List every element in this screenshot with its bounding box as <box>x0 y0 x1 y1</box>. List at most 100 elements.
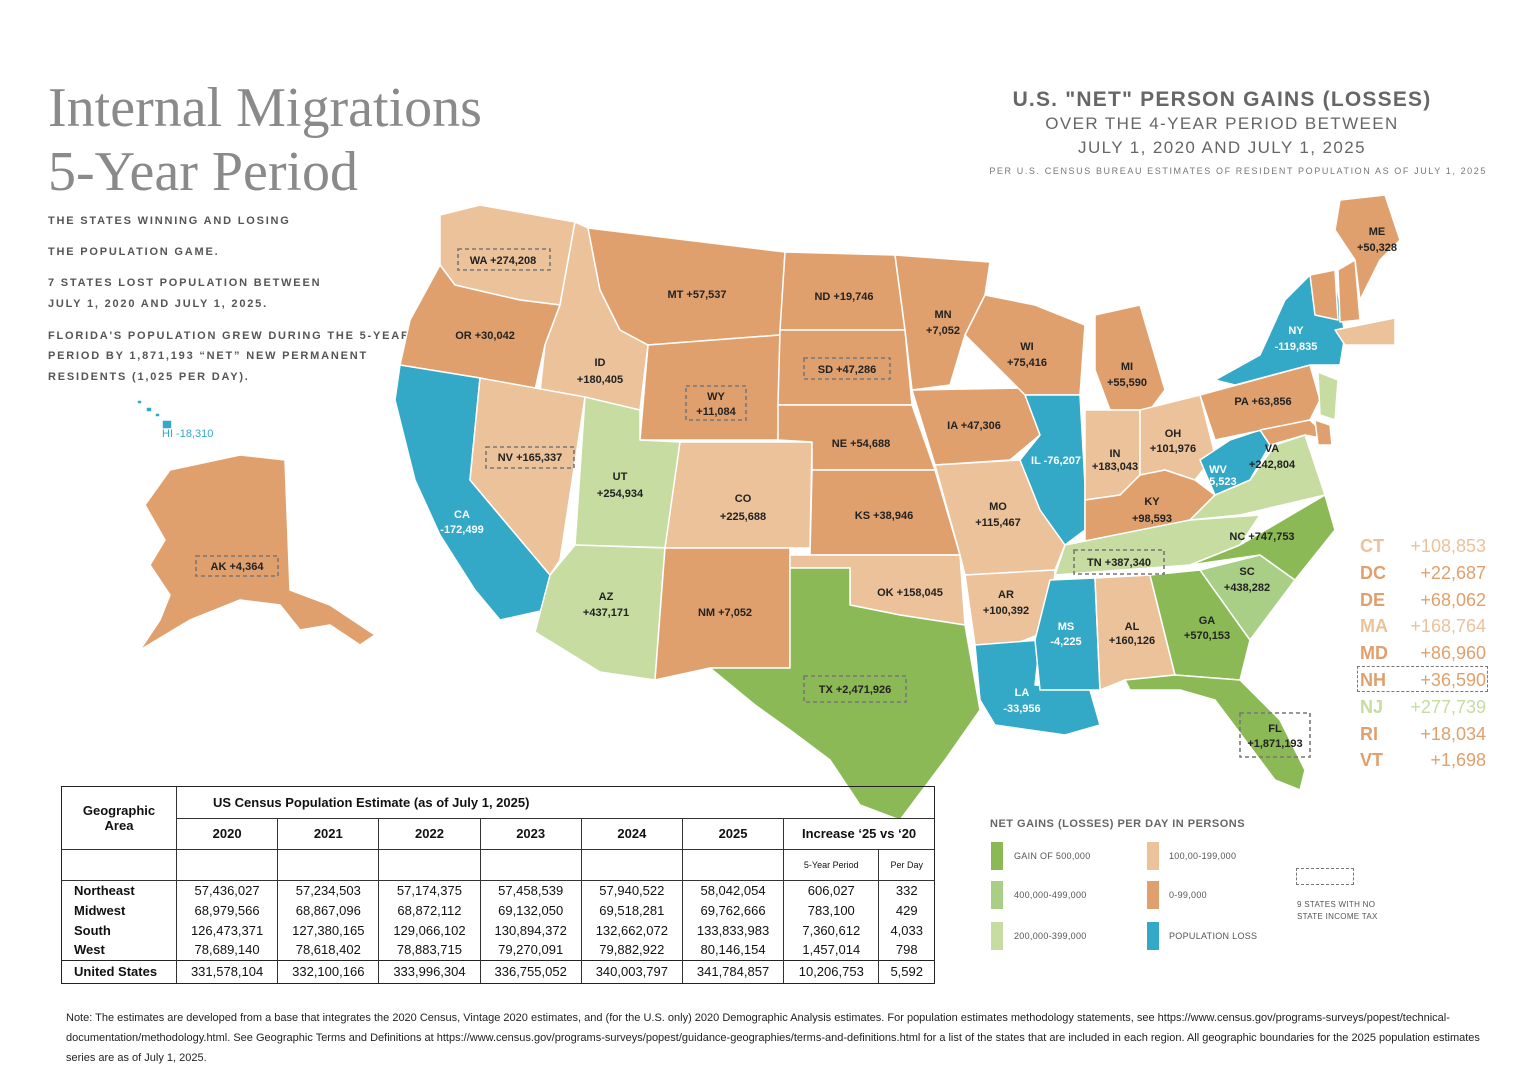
table-year-header: 2020 <box>175 817 279 851</box>
map-header-source: PER U.S. CENSUS BUREAU ESTIMATES OF RESI… <box>989 166 1487 176</box>
label-wv-abbr: WV <box>1209 464 1227 476</box>
label-az-abbr: AZ <box>599 591 614 603</box>
table-cell: 7,360,612 <box>783 920 880 941</box>
table-year-header: 2024 <box>580 817 683 851</box>
label-mn-abbr: MN <box>934 309 951 321</box>
table-row: Northeast 57,436,027 57,234,503 57,174,375 5… <box>62 880 934 901</box>
label-sd: SD +47,286 <box>818 364 876 376</box>
small-state-abbr: DE <box>1360 589 1386 610</box>
legend-swatch-0-99k <box>1147 881 1159 909</box>
page-title-line1: Internal Migrations <box>48 77 482 139</box>
table-cell: Northeast <box>62 880 177 901</box>
table-row: West 78,689,140 78,618,402 78,883,715 79,270… <box>62 940 934 961</box>
label-me-abbr: ME <box>1369 226 1386 238</box>
no-tax-box-sd <box>803 357 891 380</box>
legend-label-100k: 100,00-199,000 <box>1169 851 1237 861</box>
table-cell: 783,100 <box>783 900 880 921</box>
intro-text-1: THE STATES WINNING AND LOSING <box>48 215 291 227</box>
small-state-value: +108,853 <box>1410 536 1486 556</box>
label-ar-abbr: AR <box>998 589 1014 601</box>
small-state-value: +22,687 <box>1420 562 1486 583</box>
label-sc-value: +438,282 <box>1224 582 1270 594</box>
legend-label-500k: GAIN OF 500,000 <box>1014 851 1091 861</box>
table-year-header: 2023 <box>479 817 582 851</box>
state-hi <box>136 399 173 430</box>
label-ia: IA +47,306 <box>947 420 1001 432</box>
table-cell: 80,146,154 <box>681 940 785 961</box>
label-nm: NM +7,052 <box>698 607 752 619</box>
table-cell: 79,882,922 <box>580 940 683 961</box>
label-ca-value: -172,499 <box>440 524 483 536</box>
label-ms-abbr: MS <box>1058 621 1075 633</box>
state-mi <box>1094 304 1166 411</box>
no-tax-box-nh <box>1357 666 1488 692</box>
label-mn-value: +7,052 <box>926 325 960 337</box>
label-ne: NE +54,688 <box>832 438 890 450</box>
label-ks: KS +38,946 <box>855 510 913 522</box>
label-oh-value: +101,976 <box>1150 443 1196 455</box>
label-wy-abbr: WY <box>707 391 725 403</box>
label-ca-abbr: CA <box>454 509 470 521</box>
table-cell: 68,872,112 <box>378 900 481 921</box>
label-mo-value: +115,467 <box>975 517 1021 529</box>
table-subheader-perday: Per Day <box>878 849 934 882</box>
table-cell: South <box>62 920 177 941</box>
small-state-abbr: MA <box>1360 616 1388 637</box>
state-de <box>1314 419 1333 446</box>
label-nd: ND +19,746 <box>814 291 873 303</box>
table-total-row: United States 331,578,104 332,100,166 333,9… <box>62 959 934 983</box>
small-state-value: +168,764 <box>1410 616 1486 637</box>
label-ms-value: -4,225 <box>1050 636 1081 648</box>
table-cell: 78,618,402 <box>277 940 380 961</box>
census-table: Geographic Area US Census Population Est… <box>61 786 935 984</box>
state-fl <box>1124 674 1306 791</box>
table-cell: 127,380,165 <box>277 920 380 941</box>
label-ok: OK +158,045 <box>877 587 943 599</box>
label-hi: HI -18,310 <box>162 428 213 440</box>
legend-no-tax-line2: STATE INCOME TAX <box>1297 912 1378 921</box>
map-header-subtitle-1: OVER THE 4-YEAR PERIOD BETWEEN <box>1045 114 1399 133</box>
table-cell: United States <box>62 959 177 983</box>
label-co-value: +225,688 <box>720 511 766 523</box>
state-nv <box>469 377 586 576</box>
label-fl-value: +1,871,193 <box>1247 738 1302 750</box>
label-ak: AK +4,364 <box>211 561 265 573</box>
label-mo-abbr: MO <box>989 501 1007 513</box>
small-state-vt: VT +1,698 <box>1360 750 1486 776</box>
label-mi-abbr: MI <box>1121 361 1133 373</box>
table-cell: 57,436,027 <box>175 880 279 901</box>
intro-text-5: FLORIDA'S POPULATION GREW DURING THE 5-Y… <box>48 330 411 342</box>
legend-swatch-400k <box>991 881 1003 909</box>
table-cell: Midwest <box>62 900 177 921</box>
label-wi-abbr: WI <box>1020 341 1033 353</box>
state-ia <box>911 387 1041 466</box>
small-state-nh: NH +36,590 <box>1360 670 1486 696</box>
state-nc <box>1189 494 1336 581</box>
intro-text-2: THE POPULATION GAME. <box>48 246 220 258</box>
intro-text-4: JULY 1, 2020 AND JULY 1, 2025. <box>48 298 268 310</box>
table-cell: 429 <box>878 900 934 921</box>
table-cell: 69,132,050 <box>479 900 582 921</box>
small-state-ma: MA +168,764 <box>1360 616 1486 642</box>
no-tax-box-wa <box>457 248 551 271</box>
table-cell: 57,234,503 <box>277 880 380 901</box>
label-sc-abbr: SC <box>1239 566 1254 578</box>
label-az-value: +437,171 <box>583 607 629 619</box>
state-mn <box>894 254 991 391</box>
small-state-value: +36,590 <box>1420 670 1486 690</box>
table-area-header: Geographic Area <box>62 787 177 851</box>
table-cell: 79,270,091 <box>479 940 582 961</box>
legend-no-tax-line1: 9 STATES WITH NO <box>1297 900 1376 909</box>
label-me-value: +50,328 <box>1357 242 1397 254</box>
table-cell: 333,996,304 <box>378 959 481 983</box>
table-caption: US Census Population Estimate (as of Jul… <box>176 787 934 819</box>
label-ut-value: +254,934 <box>597 488 644 500</box>
label-wy-value: +11,084 <box>696 406 736 418</box>
small-state-value: +18,034 <box>1420 723 1486 744</box>
legend-title: NET GAINS (LOSSES) PER DAY IN PERSONS <box>990 818 1246 830</box>
label-in-value: +183,043 <box>1092 461 1138 473</box>
table-cell: 340,003,797 <box>580 959 683 983</box>
table-cell: 341,784,857 <box>681 959 785 983</box>
label-wv-value: -25,523 <box>1199 476 1236 488</box>
